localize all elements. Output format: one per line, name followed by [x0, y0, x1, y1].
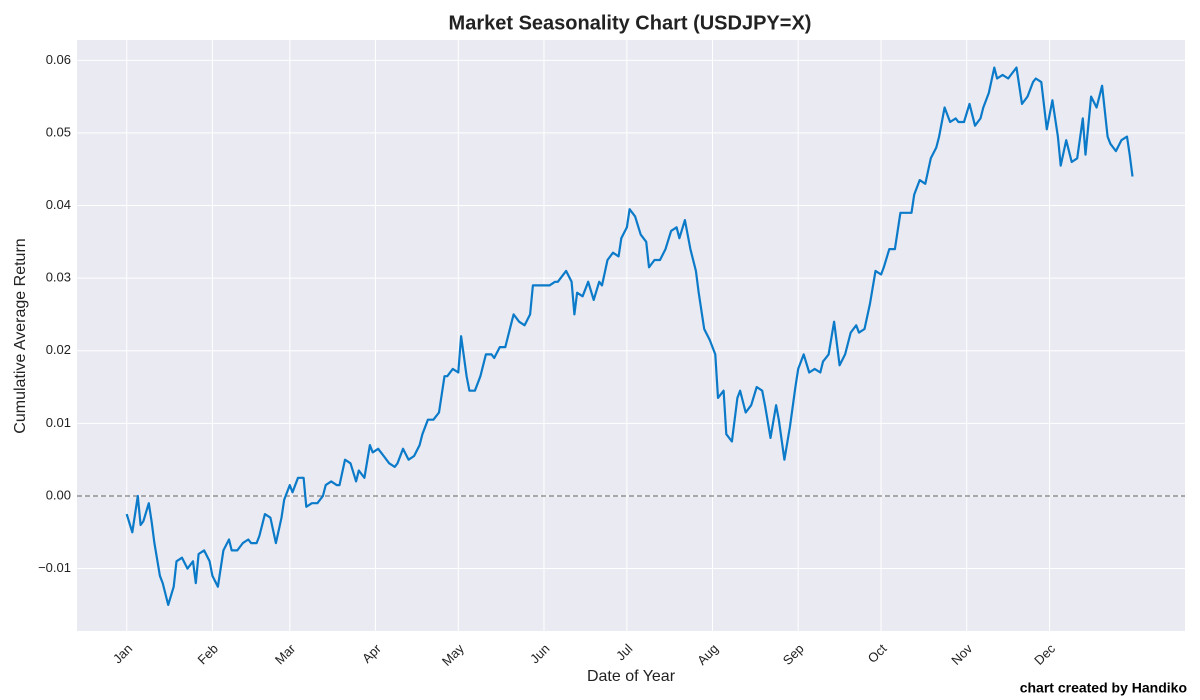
chart-title: Market Seasonality Chart (USDJPY=X) — [449, 12, 812, 34]
credit: chart created by Handiko — [1020, 680, 1187, 696]
y-tick-label: −0.01 — [38, 560, 71, 575]
y-tick-label: 0.02 — [46, 342, 71, 357]
y-axis-label: Cumulative Average Return — [12, 238, 29, 433]
x-tick-label: Jul — [613, 641, 635, 663]
x-tick-label: Jun — [527, 641, 552, 666]
line-series — [125, 66, 1134, 606]
x-tick-label: Apr — [359, 640, 384, 665]
x-tick-label: Sep — [780, 641, 807, 668]
x-tick-label: May — [439, 641, 467, 669]
y-tick-label: 0.03 — [46, 270, 71, 285]
x-tick-label: Mar — [272, 640, 299, 667]
x-tick-label: Dec — [1031, 641, 1058, 668]
y-tick-label: 0.01 — [46, 415, 71, 430]
y-tick-label: 0.05 — [46, 124, 71, 139]
x-axis-label: Date of Year — [587, 668, 676, 685]
x-tick-label: Aug — [694, 641, 721, 668]
x-tick-label: Oct — [865, 641, 890, 666]
x-tick-label: Jan — [110, 641, 135, 666]
y-tick-label: 0.04 — [46, 197, 71, 212]
plot-area — [77, 40, 1185, 631]
y-tick-label: 0.00 — [46, 487, 71, 502]
x-tick-label: Feb — [194, 641, 220, 667]
y-tick-label: 0.06 — [46, 52, 71, 67]
x-tick-label: Nov — [948, 641, 975, 668]
